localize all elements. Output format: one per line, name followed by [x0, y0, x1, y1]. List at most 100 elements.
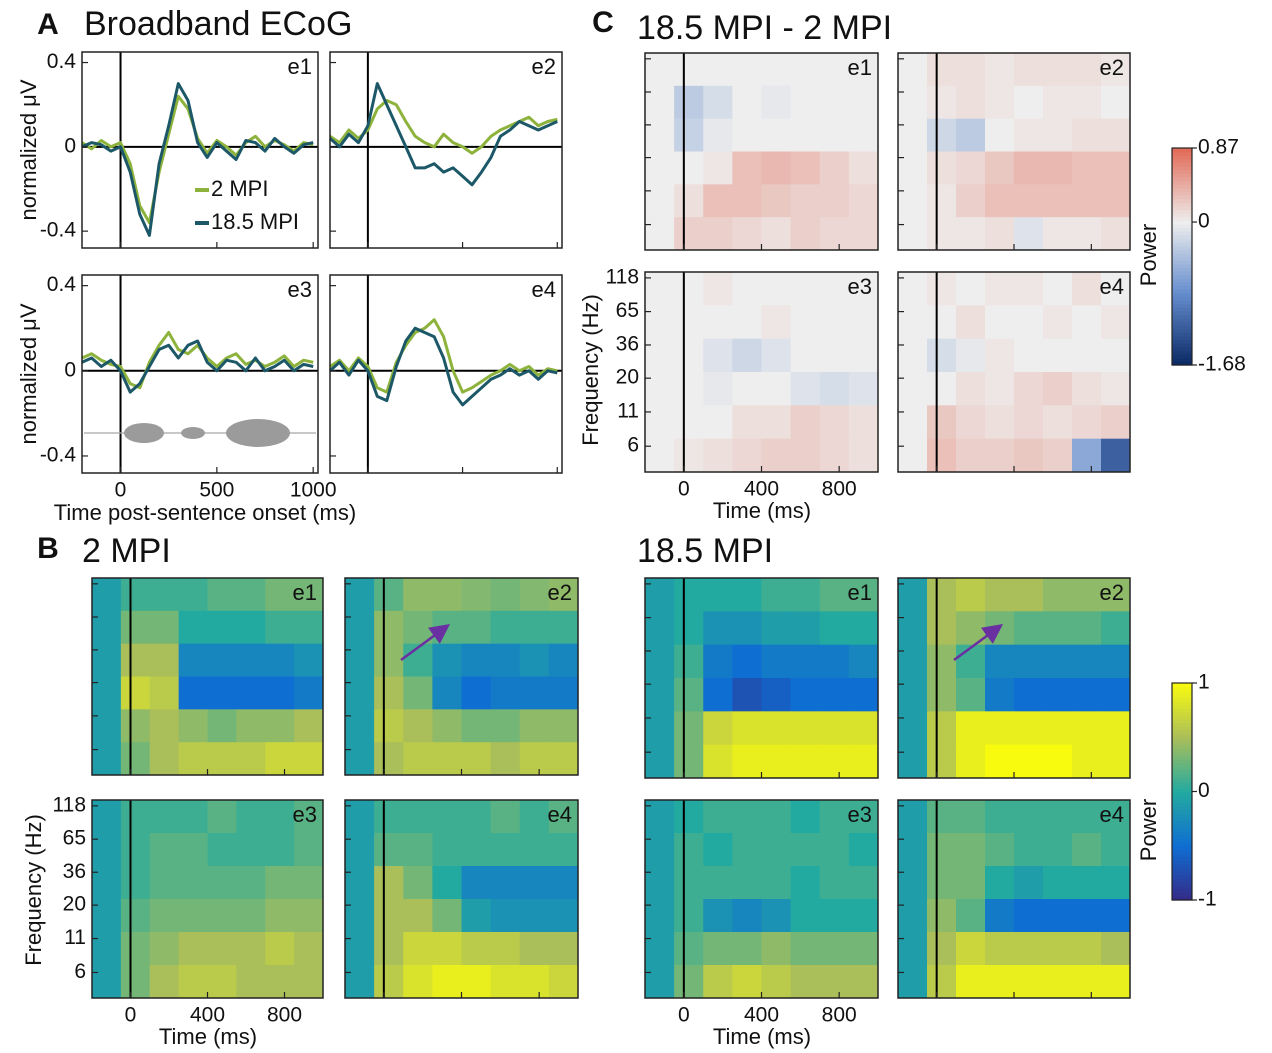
colorbar-swatch	[1172, 719, 1192, 724]
heatmap-cell	[674, 405, 704, 440]
heatmap-cell	[345, 932, 375, 966]
colorbar-swatch	[1172, 336, 1192, 341]
heatmap-cell	[236, 643, 266, 677]
heatmap-cell	[898, 833, 928, 867]
heatmap-cell	[674, 866, 704, 900]
colorbar-swatch	[1172, 766, 1192, 771]
colorbar-swatch	[1172, 686, 1192, 691]
heatmap-cell	[490, 709, 521, 743]
heatmap-cell	[927, 644, 957, 679]
heatmap-cell	[819, 151, 850, 185]
colorbar-swatch	[1172, 299, 1192, 305]
heatmap-cell	[1072, 184, 1102, 218]
heatmap-cell	[703, 151, 733, 185]
heatmap-cell	[761, 372, 792, 406]
heatmap-cell	[461, 676, 492, 710]
heatmap-cell	[848, 438, 879, 473]
colorbar-swatch	[1172, 805, 1192, 811]
heatmap-cell	[732, 305, 762, 340]
heatmap-cell	[985, 744, 1015, 779]
heatmap-cell	[819, 744, 850, 779]
y-axis-label: normalized μV	[16, 79, 41, 220]
heatmap-cell	[819, 338, 850, 373]
heatmap-cell	[1014, 118, 1044, 152]
heatmap-cell	[732, 151, 762, 185]
heatmap-cell	[1043, 744, 1073, 779]
heatmap-cell	[1072, 438, 1102, 473]
heatmap-cell	[898, 118, 928, 152]
heatmap-cell	[548, 709, 579, 743]
colorbar-swatch	[1172, 310, 1192, 315]
heatmap-cell	[761, 644, 792, 679]
colorbar-swatch	[1172, 816, 1192, 822]
heatmap-cell	[819, 53, 850, 87]
heatmap-cell	[761, 899, 792, 933]
heatmap-cell	[178, 709, 208, 743]
subplot-label: e2	[532, 54, 556, 79]
colorbar-swatch	[1172, 195, 1192, 200]
heatmap-cell	[265, 932, 295, 966]
heatmap-cell	[732, 866, 762, 900]
colorbar-swatch	[1172, 357, 1192, 362]
heatmap-cell	[703, 372, 733, 406]
heatmap-cell	[432, 676, 462, 710]
heatmap-cell	[1043, 118, 1073, 152]
heatmap-cell	[461, 866, 492, 900]
heatmap-cell	[345, 866, 375, 900]
heatmap-cell	[761, 438, 792, 473]
y-tick-label: -0.4	[40, 444, 77, 467]
heatmap-cell	[732, 272, 762, 306]
heatmap-cell	[848, 711, 879, 746]
heatmap-cell	[149, 800, 180, 834]
heatmap-cell	[645, 611, 675, 646]
colorbar-swatch	[1172, 321, 1192, 326]
y-tick-label: 6	[627, 434, 639, 457]
heatmap-cell	[374, 578, 404, 612]
heatmap-cell	[236, 742, 266, 776]
colorbar-swatch	[1172, 155, 1192, 160]
heatmap-cell	[265, 643, 295, 677]
colorbar-swatch	[1172, 339, 1192, 344]
heatmap-cell	[1014, 372, 1044, 406]
colorbar-swatch	[1172, 307, 1192, 312]
plot-frame	[81, 51, 319, 249]
heatmap-cell	[92, 965, 122, 999]
heatmap-cell	[236, 965, 266, 999]
heatmap-cell	[819, 899, 850, 933]
heatmap-cell	[92, 866, 122, 900]
heatmap-cell	[1101, 53, 1131, 87]
colorbar-swatch	[1172, 878, 1192, 883]
colorbar-swatch	[1172, 791, 1192, 796]
heatmap-cell	[848, 338, 879, 373]
heatmap-cell	[703, 85, 733, 120]
heatmap-cell	[1014, 338, 1044, 373]
heatmap-cell	[790, 644, 821, 679]
heatmap-cell	[848, 578, 879, 612]
heatmap-cell	[645, 305, 675, 340]
heatmap-cell	[985, 338, 1015, 373]
heatmap-cell	[294, 578, 324, 612]
heatmap-cell	[761, 578, 792, 612]
colorbar-swatch	[1172, 777, 1192, 782]
heatmap-cell	[703, 965, 733, 999]
heatmap-cell	[790, 899, 821, 933]
heatmap-cell	[461, 833, 492, 867]
heatmap-cell	[985, 932, 1015, 966]
heatmap-cell	[848, 800, 879, 834]
heatmap-cell	[1101, 217, 1131, 251]
heatmap-cell	[645, 744, 675, 779]
heatmap-cell	[178, 742, 208, 776]
x-tick-label: 800	[822, 478, 857, 501]
heatmap-cell	[898, 744, 928, 779]
colorbar-swatch	[1172, 780, 1192, 785]
plot-frame	[81, 274, 319, 474]
heatmap-cell	[1043, 578, 1073, 612]
heatmap-cell	[1101, 678, 1131, 712]
heatmap-cell	[927, 438, 957, 473]
colorbar-swatch	[1172, 838, 1192, 843]
heatmap-cell	[548, 676, 579, 710]
heatmap-cell	[374, 866, 404, 900]
colorbar-swatch	[1172, 162, 1192, 167]
colorbar-tick-label: 0	[1198, 779, 1210, 802]
heatmap-cell	[207, 742, 237, 776]
